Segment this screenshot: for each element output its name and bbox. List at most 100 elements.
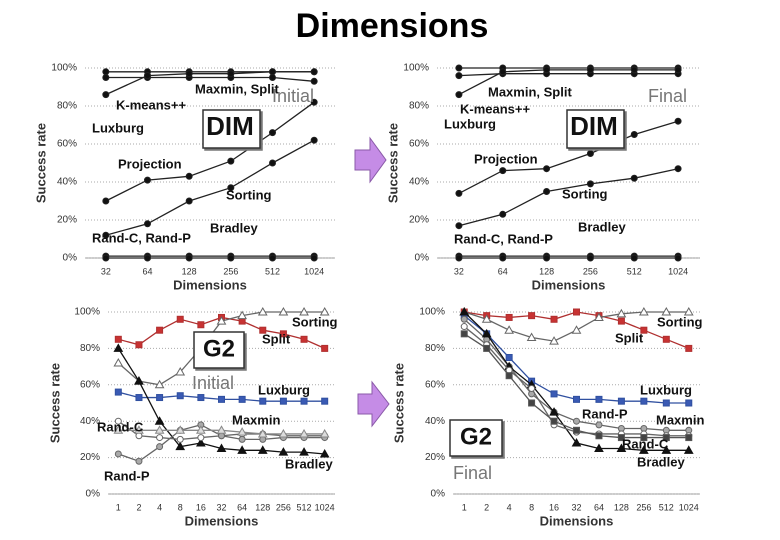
marker [299, 428, 309, 438]
x-tick-label: 64 [594, 502, 604, 512]
annotation: Split [615, 330, 644, 345]
marker [156, 434, 164, 442]
marker [114, 417, 122, 425]
marker [227, 184, 235, 192]
marker [269, 74, 276, 81]
annotation: Final [648, 86, 687, 106]
series-line [105, 101, 315, 202]
x-axis-label: Dimensions [532, 277, 606, 292]
marker [549, 407, 559, 416]
marker [113, 425, 124, 434]
marker [113, 357, 124, 367]
x-tick-label: 512 [297, 502, 312, 512]
marker [269, 129, 276, 137]
marker [196, 425, 206, 434]
marker [683, 445, 694, 454]
x-tick-label: 32 [571, 502, 581, 512]
series-line [458, 120, 679, 194]
marker [550, 315, 558, 323]
marker [640, 326, 648, 334]
marker [176, 435, 184, 443]
marker [528, 312, 536, 320]
marker [269, 68, 276, 76]
marker [571, 438, 582, 447]
marker [573, 308, 580, 316]
x-tick-label: 32 [216, 502, 226, 512]
marker [617, 434, 625, 442]
marker [269, 254, 276, 262]
marker [661, 445, 672, 454]
x-tick-label: 512 [265, 266, 280, 276]
marker [185, 254, 193, 262]
marker [197, 434, 205, 442]
marker [639, 306, 649, 316]
annotation: Maxmin, Split [195, 81, 279, 96]
y-tick-label: 80% [409, 101, 429, 112]
y-tick-label: 0% [63, 253, 78, 264]
marker [586, 254, 594, 262]
marker [505, 372, 513, 380]
marker [113, 343, 124, 352]
series-line [458, 69, 679, 96]
marker [528, 384, 536, 392]
y-tick-label: 20% [57, 215, 77, 226]
annotation: Projection [118, 156, 182, 171]
marker [499, 254, 507, 262]
marker [144, 254, 151, 262]
x-tick-label: 2 [484, 502, 489, 512]
y-tick-label: 80% [425, 343, 445, 354]
marker [674, 165, 682, 173]
annotation: Rand-C [622, 436, 669, 451]
marker [586, 180, 594, 188]
marker [259, 326, 267, 334]
series-line [105, 76, 315, 82]
annotation: Maxmin [656, 412, 704, 427]
marker [279, 397, 287, 405]
marker [237, 427, 247, 436]
marker [259, 397, 267, 405]
marker [526, 332, 537, 341]
annotation: DIM [206, 111, 254, 141]
annotation: Initial [192, 373, 234, 393]
annotation: Maxmin [232, 412, 280, 427]
x-tick-label: 16 [196, 502, 206, 512]
marker [460, 323, 468, 331]
marker [299, 447, 309, 456]
marker [505, 313, 513, 321]
x-tick-label: 1024 [679, 502, 699, 512]
marker [196, 438, 206, 447]
marker [102, 231, 110, 239]
marker [175, 425, 186, 434]
marker [279, 330, 287, 338]
x-tick-label: 4 [507, 502, 512, 512]
marker [594, 443, 604, 452]
marker [216, 316, 227, 325]
marker [257, 428, 268, 438]
arrow [354, 136, 387, 184]
y-tick-label: 0% [415, 253, 430, 264]
marker [640, 434, 648, 442]
marker [543, 254, 551, 262]
annotation: Sorting [657, 314, 703, 329]
marker [135, 341, 143, 349]
marker [114, 335, 122, 343]
marker [310, 98, 318, 106]
label-box [202, 109, 261, 149]
series-line [105, 71, 315, 96]
marker [175, 367, 186, 376]
marker [269, 159, 276, 167]
marker [595, 421, 603, 429]
marker [156, 443, 164, 451]
marker [617, 317, 625, 325]
annotation: K-means++ [116, 97, 186, 112]
figure-title: Dimensions [296, 7, 489, 45]
marker [571, 325, 582, 334]
marker [455, 64, 463, 72]
marker [573, 395, 580, 403]
y-axis-label: Success rate [47, 363, 62, 443]
annotation: Projection [474, 151, 538, 166]
label-box [449, 419, 503, 457]
marker [640, 397, 648, 405]
marker [175, 441, 186, 451]
x-tick-label: 64 [498, 266, 508, 276]
